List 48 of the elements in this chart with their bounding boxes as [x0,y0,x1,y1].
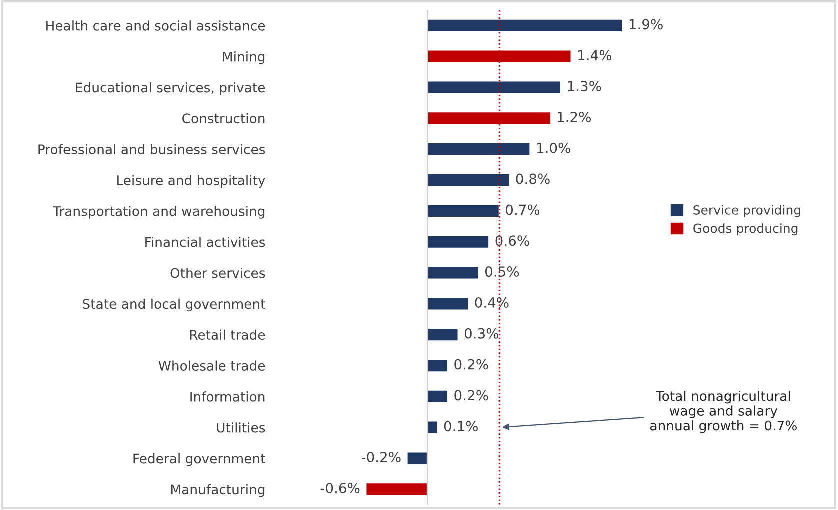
annotation: Total nonagricultural wage and salary annual growth = 0.7% [650,390,797,434]
data-label: 1.2% [558,112,591,122]
data-label: 1.9% [630,19,663,30]
data-label: 0.6% [496,236,530,246]
data-label: 0.2% [454,390,488,401]
y-tick-label: Professional and business services [38,144,266,155]
y-tick-label: Information [190,392,265,402]
bar [365,482,428,497]
y-tick-label: Transportation and warehousing [53,206,265,219]
y-tick-label: Wholesale trade [158,360,266,371]
data-label: 1.3% [568,81,602,92]
y-tick-label: Construction [182,113,265,124]
y-tick-label: Financial activities [146,237,266,248]
bar [426,389,449,404]
y-tick-label: Retail trade [190,330,266,340]
y-tick-label: Other services [170,268,266,278]
data-label: 1.4% [578,50,612,61]
bar [426,328,460,342]
data-label: 0.4% [475,297,509,308]
bar [426,173,511,188]
y-tick-label: Mining [223,52,265,64]
legend-label: Goods producing [694,224,798,236]
bar [426,80,562,95]
y-tick-label: Health care and social assistance [46,20,266,31]
y-tick-label: Utilities [217,422,266,433]
bar [426,204,500,218]
data-label: 0.1% [444,421,478,432]
data-label: 0.5% [485,266,520,278]
bar [426,18,624,33]
data-label: 0.8% [516,174,550,184]
bar [406,451,428,466]
y-tick-label: Manufacturing [172,484,265,498]
data-label: -0.6% [320,482,360,494]
bar [426,266,480,280]
y-tick-label: Federal government [134,454,266,466]
legend-label: Service providing [694,205,800,218]
data-label: 0.3% [464,328,499,339]
bar [426,142,532,157]
data-label: 1.0% [537,142,570,154]
bar [426,234,490,250]
y-tick-label: Leisure and hospitality [118,175,266,188]
bar [426,296,470,312]
data-label: 0.7% [506,204,540,216]
data-label: -0.2% [362,452,401,463]
bar [426,358,449,373]
y-tick-label: State and local government [83,298,266,312]
y-tick-label: Educational services, private [76,82,266,96]
data-label: 0.2% [454,359,488,370]
